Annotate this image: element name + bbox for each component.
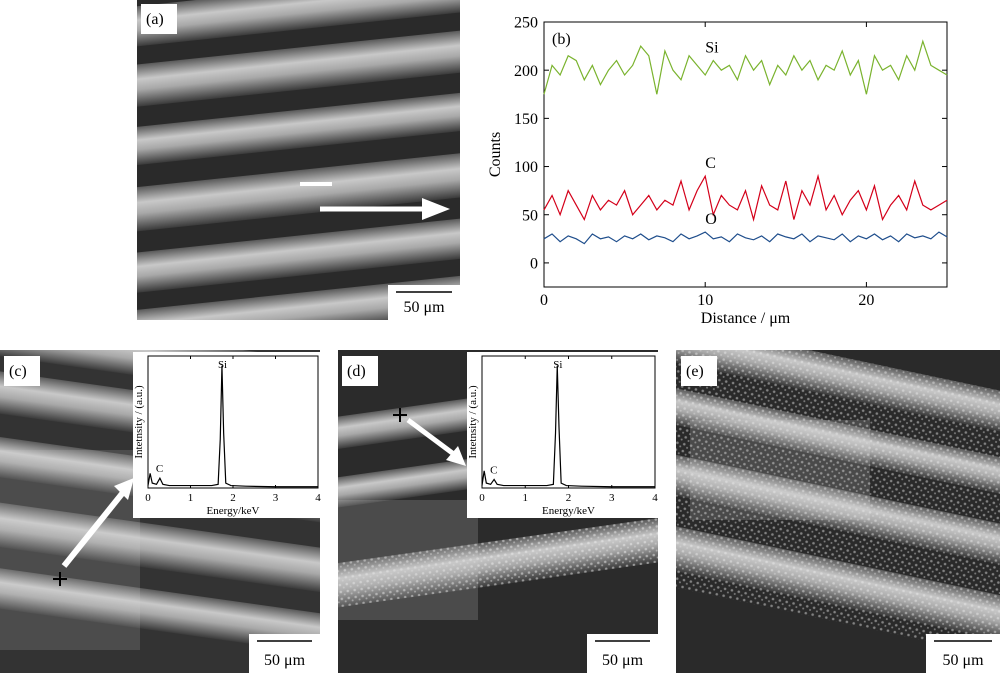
- x-tick-label: 3: [273, 492, 279, 504]
- x-tick-label: 4: [315, 492, 321, 504]
- peak-label: Si: [553, 359, 562, 371]
- panel-label: (a): [146, 11, 164, 28]
- peak-label: Si: [218, 359, 227, 371]
- scale-bar-label: 50 μm: [942, 652, 984, 669]
- y-tick-label: 150: [514, 111, 538, 128]
- series-line: [543, 173, 948, 222]
- x-axis-label: Energy/keV: [542, 505, 595, 517]
- x-tick-label: 0: [145, 492, 151, 504]
- y-axis-label: Intetnsity / (a.u.): [133, 385, 145, 459]
- sem-image-e: [676, 350, 1000, 673]
- x-tick-label: 2: [566, 492, 572, 504]
- peak-label: C: [490, 464, 497, 476]
- x-axis-label: Energy/keV: [207, 505, 260, 517]
- x-tick-label: 10: [697, 292, 713, 309]
- series-line: [147, 365, 318, 488]
- y-tick-label: 50: [522, 207, 538, 224]
- series-line: [481, 365, 655, 488]
- x-tick-label: 0: [540, 292, 548, 309]
- panel-label-box: [4, 356, 40, 386]
- plot-frame: [543, 21, 948, 288]
- y-tick-label: 100: [514, 159, 538, 176]
- x-tick-label: 1: [523, 492, 529, 504]
- y-tick-label: 250: [514, 15, 538, 32]
- x-tick-label: 2: [230, 492, 236, 504]
- y-tick-label: 0: [530, 256, 538, 273]
- series-label: C: [705, 155, 716, 172]
- series-line: [543, 231, 948, 245]
- panel-label: (b): [552, 31, 571, 48]
- panel-label-box: [681, 356, 717, 386]
- panel-label: (c): [9, 363, 27, 380]
- x-tick-label: 4: [652, 492, 658, 504]
- panel-label-box: [141, 4, 177, 34]
- y-axis-label: Counts: [487, 132, 504, 177]
- x-axis-label: Distance / μm: [701, 310, 791, 327]
- x-tick-label: 20: [858, 292, 874, 309]
- sem-image-a: [137, 0, 460, 320]
- series-label: Si: [705, 40, 719, 57]
- panel-label-box: [342, 356, 378, 386]
- y-tick-label: 200: [514, 63, 538, 80]
- x-tick-label: 1: [188, 492, 194, 504]
- inset-background: [133, 352, 320, 518]
- series-line: [543, 39, 948, 95]
- panel-label: (e): [686, 363, 704, 380]
- y-axis-label: Intetnsity / (a.u.): [467, 385, 479, 459]
- panel-label: (d): [347, 363, 366, 380]
- scale-bar-label: 50 μm: [264, 652, 306, 669]
- peak-label: C: [156, 463, 163, 475]
- x-tick-label: 0: [479, 492, 485, 504]
- scale-bar-label: 50 μm: [602, 652, 644, 669]
- inset-background: [467, 352, 658, 518]
- scale-bar-label: 50 μm: [403, 299, 445, 316]
- series-label: O: [705, 211, 717, 228]
- x-tick-label: 3: [609, 492, 615, 504]
- scale-bar-box: [388, 285, 460, 320]
